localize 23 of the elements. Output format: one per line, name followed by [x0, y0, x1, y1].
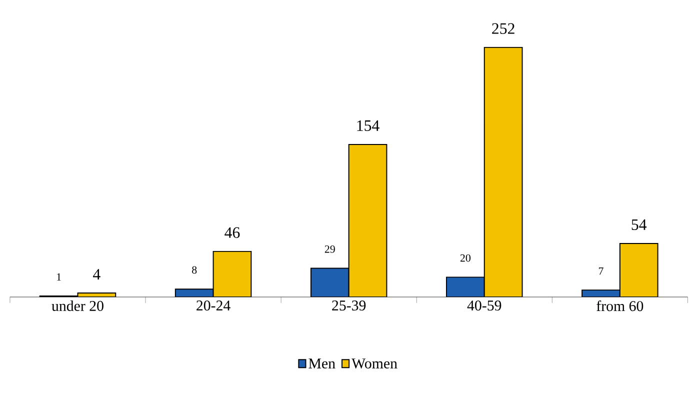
x-tick-label: 25-39: [332, 300, 366, 311]
bar: [446, 276, 485, 298]
data-label: 7: [598, 268, 604, 275]
legend-label: Men: [308, 358, 336, 369]
legend-label: Women: [352, 358, 398, 369]
data-label: 4: [93, 269, 100, 280]
bar: [348, 144, 388, 298]
x-tick-label: 40-59: [467, 300, 502, 311]
data-label: 8: [192, 266, 197, 274]
bar: [310, 268, 350, 298]
bar: [484, 47, 523, 298]
data-label: 54: [632, 220, 647, 230]
data-label: 29: [324, 246, 335, 253]
x-tick-label: 20-24: [196, 300, 230, 311]
x-tick-label: from 60: [596, 300, 644, 312]
x-tick-label: under 20: [52, 300, 104, 312]
data-label: 20: [460, 254, 470, 262]
data-label: 154: [357, 120, 380, 132]
data-label: 46: [224, 227, 240, 238]
data-label: 1: [57, 274, 61, 281]
data-label: 252: [492, 23, 514, 34]
bar: [212, 251, 252, 298]
bar: [619, 243, 658, 298]
